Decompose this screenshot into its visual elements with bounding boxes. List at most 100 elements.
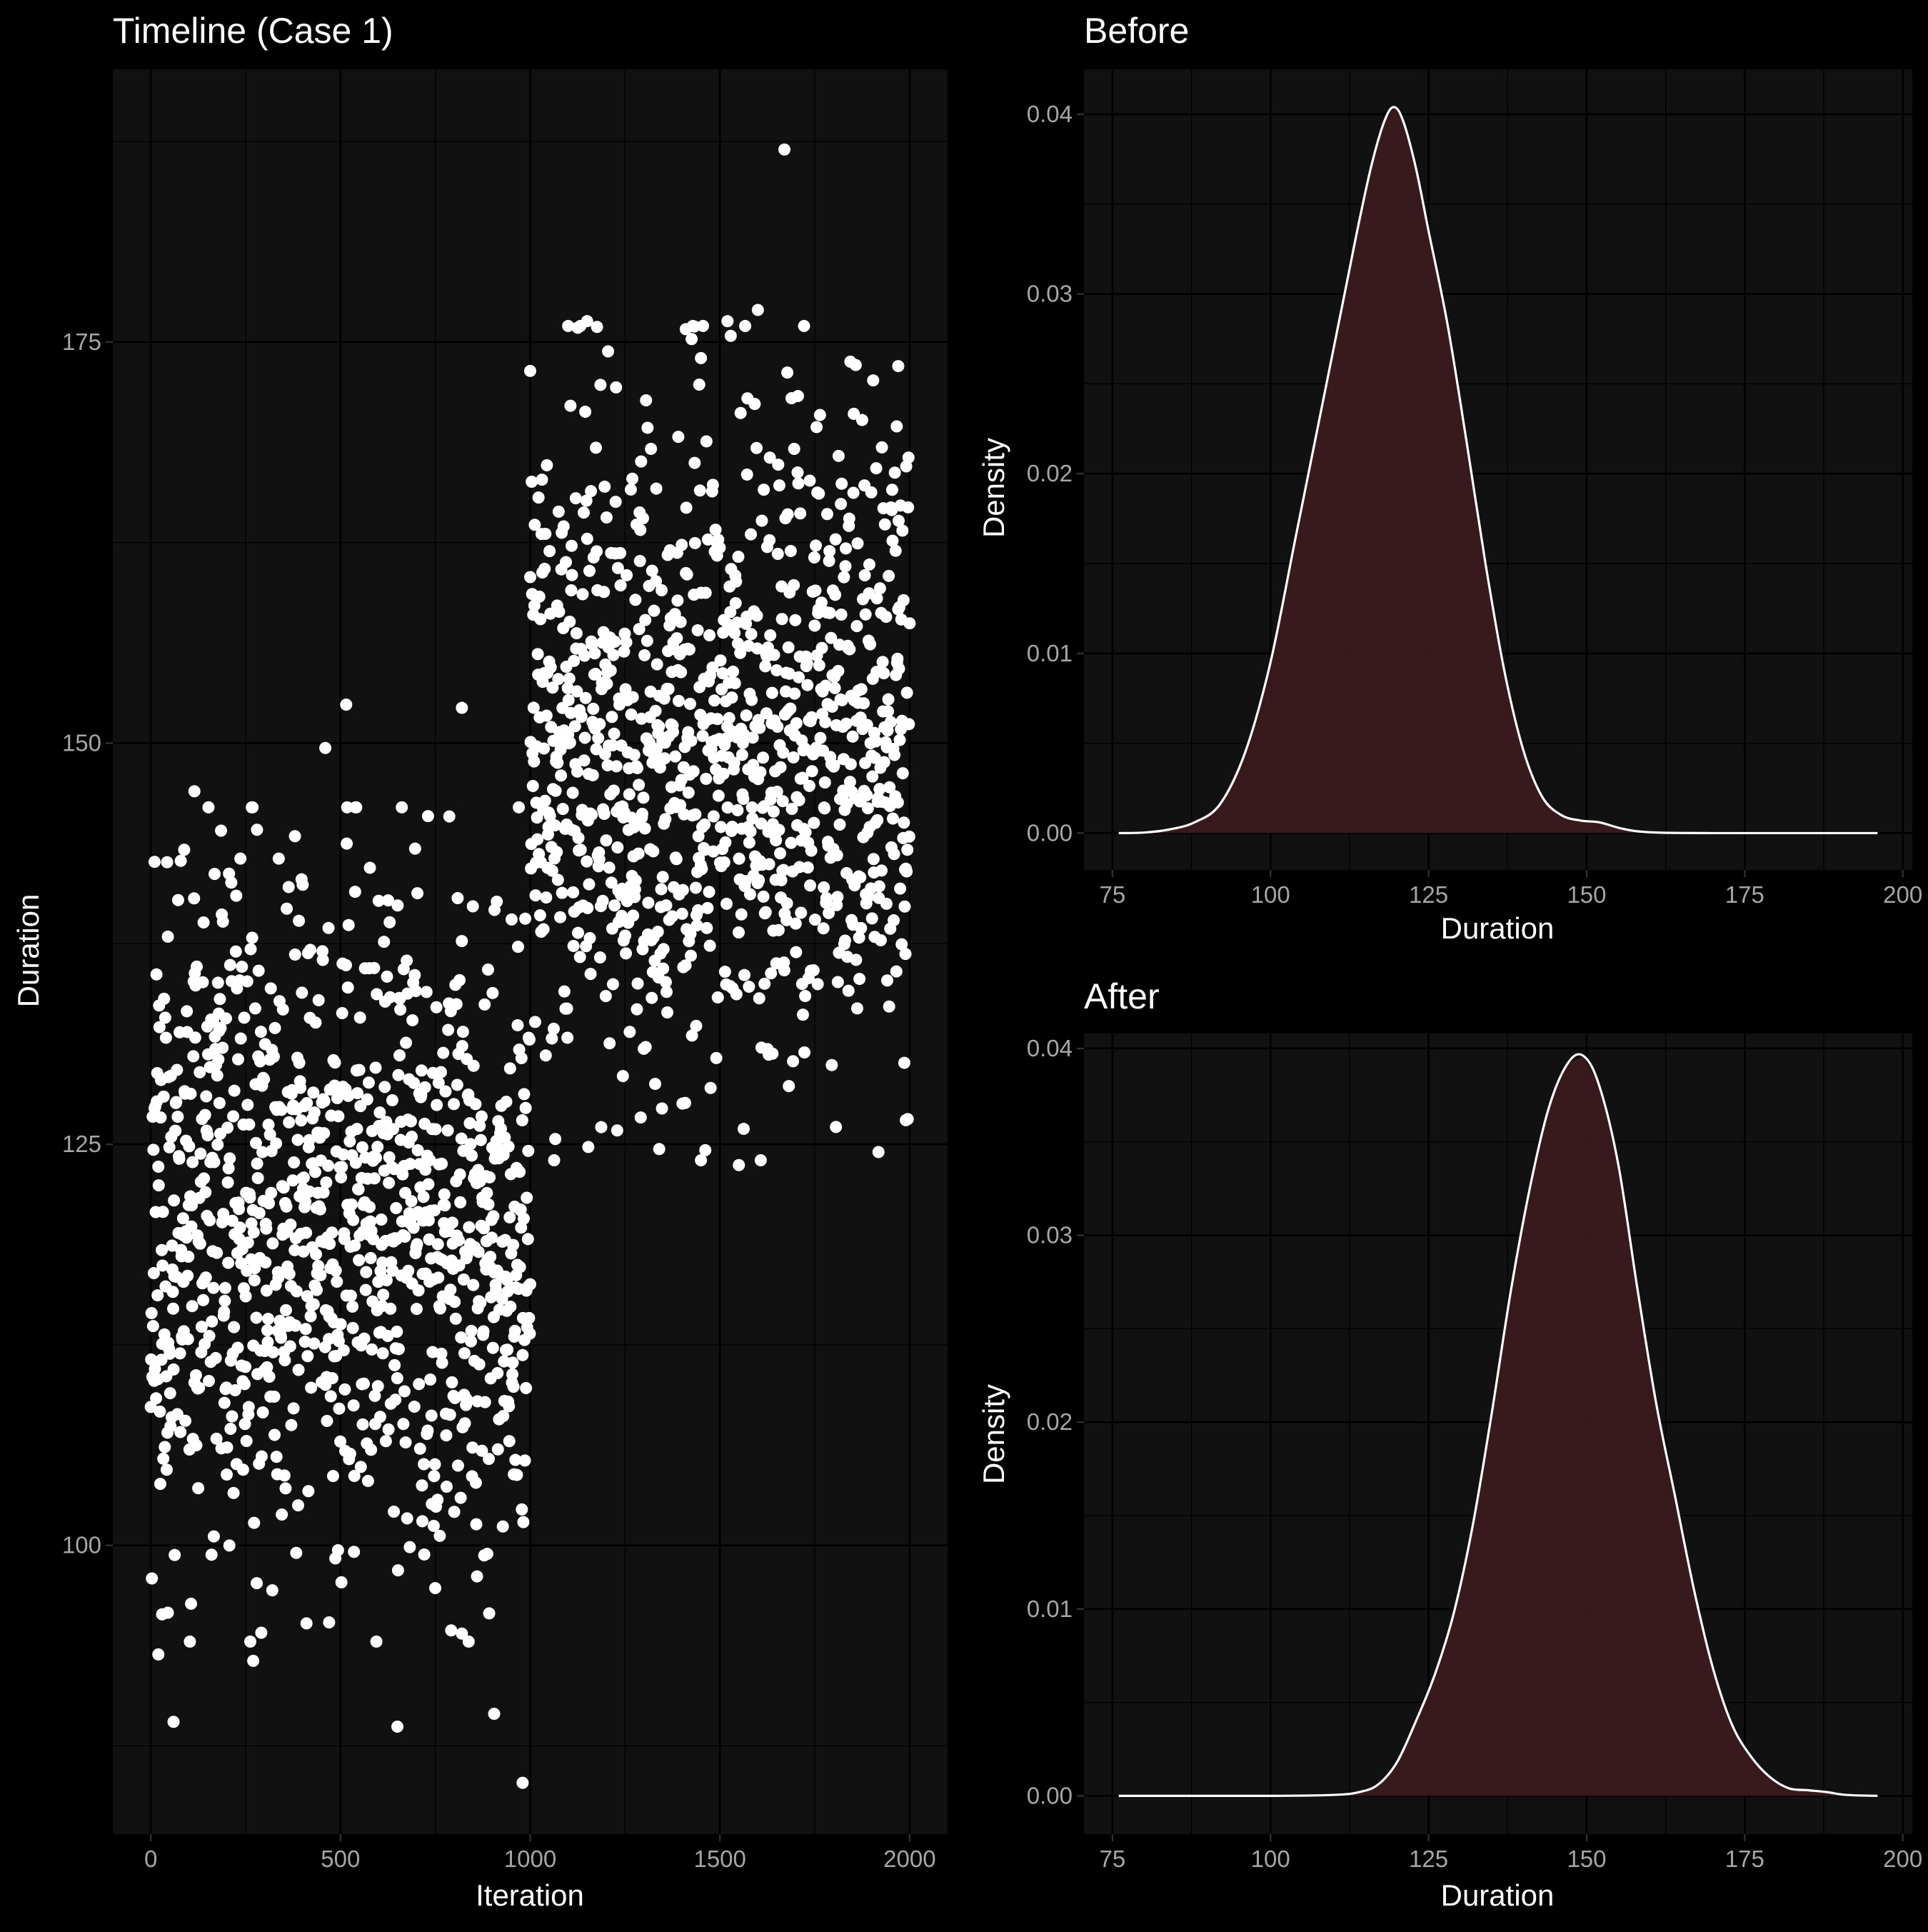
timeline-point xyxy=(262,1118,275,1131)
timeline-point xyxy=(498,1131,511,1144)
timeline-point xyxy=(514,1203,527,1216)
timeline-point xyxy=(211,1138,224,1151)
timeline-point xyxy=(850,954,863,966)
timeline-point xyxy=(627,909,640,922)
timeline-point xyxy=(463,1221,476,1233)
timeline-point xyxy=(388,1506,401,1518)
timeline-point xyxy=(181,1005,194,1018)
timeline-point xyxy=(642,896,655,909)
timeline-point xyxy=(660,899,673,912)
timeline-point xyxy=(753,874,765,886)
timeline-point xyxy=(243,1635,256,1648)
timeline-point xyxy=(859,608,872,621)
timeline-point xyxy=(739,319,752,332)
timeline-point xyxy=(730,988,743,1001)
timeline-point xyxy=(263,1371,276,1383)
timeline-point xyxy=(878,756,890,769)
timeline-point xyxy=(433,1302,446,1315)
timeline-point xyxy=(267,1050,280,1063)
timeline-point xyxy=(662,683,675,696)
timeline-point xyxy=(692,904,705,917)
timeline-point xyxy=(176,1212,189,1225)
timeline-point xyxy=(780,914,793,926)
timeline-point xyxy=(563,616,576,629)
timeline-point xyxy=(363,1201,376,1213)
timeline-point xyxy=(292,1499,305,1512)
timeline-point xyxy=(618,929,631,942)
timeline-point xyxy=(231,1341,244,1354)
timeline-point xyxy=(268,1428,281,1441)
timeline-point xyxy=(189,1031,201,1044)
timeline-point xyxy=(543,809,556,822)
timeline-point xyxy=(686,1029,698,1042)
timeline-point xyxy=(783,667,795,680)
timeline-point xyxy=(441,1124,454,1137)
timeline-point xyxy=(784,702,797,715)
timeline-point xyxy=(750,609,763,622)
timeline-y-tick-label: 150 xyxy=(62,729,101,756)
timeline-point xyxy=(893,734,906,746)
timeline-point xyxy=(740,709,753,722)
timeline-point xyxy=(866,770,879,783)
timeline-panel: Timeline (Case 1) Iteration Duration 0 50… xyxy=(11,11,948,1912)
timeline-point xyxy=(813,409,826,421)
timeline-point xyxy=(823,606,836,619)
before-x-tick-label: 75 xyxy=(1099,881,1125,908)
timeline-point xyxy=(835,694,848,706)
timeline-point xyxy=(767,805,780,818)
timeline-point xyxy=(716,667,729,680)
timeline-point xyxy=(295,1114,308,1127)
timeline-point xyxy=(241,975,253,988)
timeline-point xyxy=(342,919,355,931)
timeline-point xyxy=(389,1393,402,1406)
timeline-point xyxy=(548,819,561,832)
timeline-point xyxy=(676,907,688,920)
timeline-point xyxy=(516,1114,528,1127)
timeline-point xyxy=(180,1231,193,1244)
timeline-point xyxy=(829,533,842,546)
timeline-point xyxy=(628,883,641,896)
timeline-point xyxy=(470,1518,483,1531)
timeline-point xyxy=(758,977,771,990)
timeline-point xyxy=(502,1140,515,1153)
timeline-point xyxy=(602,345,615,358)
timeline-point xyxy=(578,731,591,744)
timeline-point xyxy=(170,1096,183,1108)
timeline-point xyxy=(729,596,742,609)
timeline-point xyxy=(791,466,804,479)
timeline-point xyxy=(818,881,830,894)
timeline-point xyxy=(600,511,613,524)
timeline-point xyxy=(251,1157,263,1170)
timeline-point xyxy=(478,1396,491,1408)
timeline-point xyxy=(848,407,860,420)
timeline-point xyxy=(571,685,583,698)
timeline-point xyxy=(478,998,491,1011)
timeline-point xyxy=(293,1056,306,1069)
timeline-point xyxy=(795,906,808,919)
timeline-point xyxy=(413,1442,426,1455)
timeline-point xyxy=(293,914,306,927)
timeline-point xyxy=(712,789,725,802)
timeline-point xyxy=(312,1259,325,1272)
timeline-point xyxy=(548,1154,561,1167)
timeline-point xyxy=(870,735,883,748)
timeline-point xyxy=(388,1358,401,1371)
timeline-point xyxy=(377,1288,390,1301)
timeline-y-tick-label: 125 xyxy=(62,1131,101,1157)
timeline-point xyxy=(523,1033,536,1046)
timeline-point xyxy=(300,1226,313,1239)
timeline-point xyxy=(448,1098,461,1111)
timeline-point xyxy=(659,813,672,826)
timeline-point xyxy=(481,963,494,976)
timeline-point xyxy=(348,1470,361,1483)
timeline-point xyxy=(606,711,618,724)
timeline-point xyxy=(666,910,678,923)
timeline-point xyxy=(308,1166,321,1178)
timeline-point xyxy=(596,894,609,907)
timeline-point xyxy=(188,785,201,798)
timeline-point xyxy=(552,505,565,518)
timeline-point xyxy=(247,1654,260,1667)
timeline-point xyxy=(440,1480,453,1493)
timeline-point xyxy=(751,304,764,316)
timeline-point xyxy=(783,1080,795,1093)
